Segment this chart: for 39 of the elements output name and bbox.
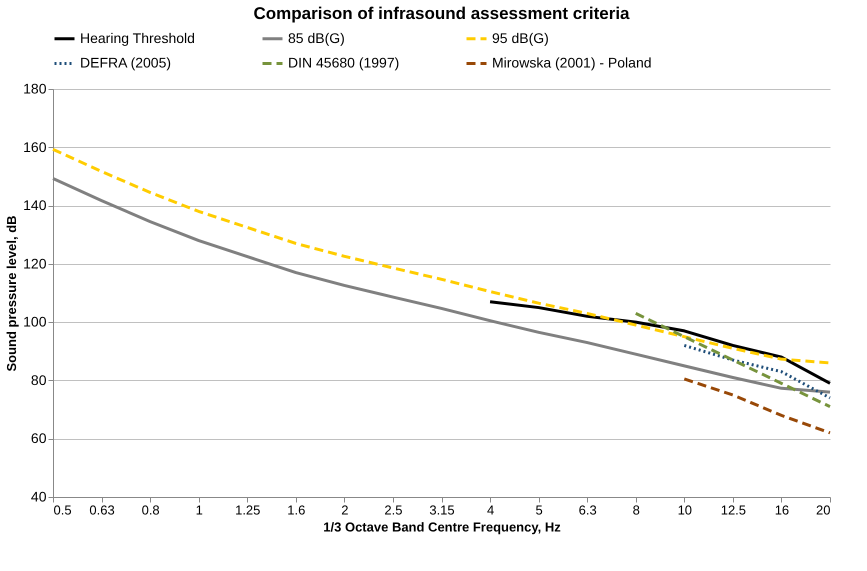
x-tick-label: 0.63 (89, 502, 115, 518)
y-tick-label: 60 (30, 430, 47, 446)
x-tick-label: 1.25 (235, 502, 260, 518)
x-tick-label: 4 (486, 502, 494, 518)
x-tick-label: 0.8 (142, 502, 160, 518)
legend-label: 95 dB(G) (492, 30, 549, 46)
x-tick-label: 20 (816, 502, 830, 518)
y-tick-label: 120 (23, 255, 47, 272)
y-tick-label: 80 (30, 372, 47, 388)
x-tick-label: 12.5 (720, 502, 746, 518)
x-tick-label: 2.5 (384, 502, 402, 518)
line-series (634, 312, 832, 408)
x-tick-label: 5 (536, 502, 543, 518)
line-series (52, 148, 832, 364)
x-tick-label: 2 (341, 502, 348, 518)
x-tick-label: 1 (196, 502, 203, 518)
y-tick-label: 180 (23, 80, 47, 96)
legend-label: 85 dB(G) (288, 30, 345, 46)
y-axis-title: Sound pressure level, dB (4, 215, 20, 372)
line-series (682, 344, 832, 400)
y-tick-label: 40 (30, 488, 47, 504)
legend-label: DIN 45680 (1997) (288, 54, 400, 70)
x-tick-label: 16 (774, 502, 790, 518)
x-tick-label: 0.5 (54, 502, 72, 518)
line-series (488, 300, 832, 385)
legend-label: Mirowska (2001) - Poland (492, 54, 652, 70)
y-tick-label: 140 (23, 197, 47, 214)
x-tick-label: 1.6 (287, 502, 306, 518)
legend-label: DEFRA (2005) (80, 54, 172, 70)
y-tick-label: 100 (23, 314, 47, 330)
legend-label: Hearing Threshold (80, 30, 195, 46)
x-axis-title: 1/3 Octave Band Centre Frequency, Hz (323, 520, 562, 534)
x-tick-label: 10 (678, 502, 692, 518)
y-tick-label: 160 (23, 138, 47, 155)
x-tick-label: 8 (632, 502, 640, 518)
x-tick-label: 3.15 (429, 502, 455, 518)
x-tick-label: 6.3 (578, 502, 597, 518)
line-series (682, 377, 832, 434)
chart-title: Comparison of infrasound assessment criteria (254, 4, 630, 23)
